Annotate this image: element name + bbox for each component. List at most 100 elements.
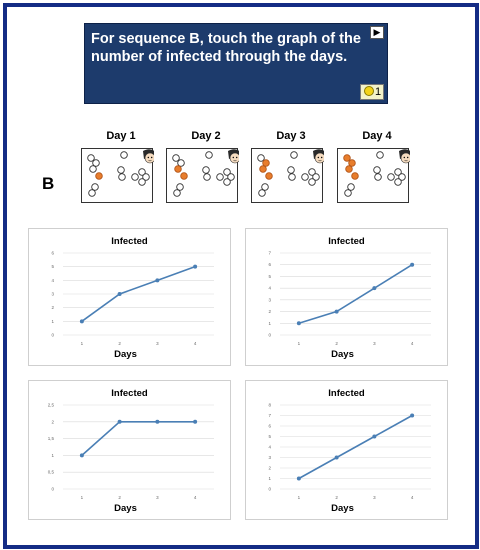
coin-counter[interactable]: 1 [360,84,384,100]
data-point [79,319,84,324]
healthy-person [308,168,316,176]
healthy-person [177,159,185,167]
sequence-label: B [42,174,55,193]
series-line [81,265,196,322]
data-point [372,434,377,439]
day-title: Day 2 [191,130,221,142]
data-point [193,419,198,424]
question-prompt: For sequence B, touch the graph of the n… [84,23,388,104]
y-tick-label: 1,5 [48,436,55,441]
y-tick-label: 8 [268,403,271,408]
healthy-person [308,178,316,186]
healthy-person [290,151,298,159]
y-tick-label: 5 [268,434,271,439]
healthy-person [387,173,395,181]
day-scene [251,148,324,203]
y-tick-label: 2 [268,309,271,314]
y-tick-label: 4 [51,278,54,283]
healthy-person [118,173,126,181]
healthy-person [202,166,210,174]
y-tick-label: 2,5 [48,403,55,408]
day-title: Day 3 [276,130,306,142]
data-point [410,413,415,418]
healthy-person [344,189,352,197]
healthy-person [138,178,146,186]
face-icon [399,149,410,164]
y-tick-label: 2 [268,466,271,471]
healthy-person [203,173,211,181]
healthy-person [117,166,125,174]
data-point [296,476,301,481]
data-point [193,264,198,269]
data-point [372,286,377,291]
x-axis-label: Days [114,503,137,514]
data-point [334,309,339,314]
chart-title: Infected [328,388,365,399]
day-2-panel: Day 2 [166,130,246,203]
day-title: Day 4 [362,130,392,142]
chart-title: Infected [111,236,148,247]
healthy-person [257,154,265,162]
y-tick-label: 2 [51,305,54,310]
x-tick-label: 1 [298,341,301,346]
question-text: For sequence B, touch the graph of the n… [91,31,361,65]
infected-person [259,165,267,173]
coin-count: 1 [375,86,382,98]
healthy-person [398,173,406,181]
healthy-person [258,189,266,197]
chart-title: Infected [328,236,365,247]
y-tick-label: 2 [51,419,54,424]
x-tick-label: 4 [194,341,197,346]
x-tick-label: 3 [373,495,376,500]
graph-option-3[interactable]: Infected 0 0,5 1 1,5 2 2,5 1 2 3 4 Days [28,380,231,520]
healthy-person [227,173,235,181]
coin-icon [364,86,374,96]
y-tick-label: 0 [268,333,271,338]
graph-option-1[interactable]: Infected 0 1 2 3 4 5 6 1 2 3 4 Days [28,228,231,366]
y-tick-label: 3 [51,292,54,297]
series-line [298,414,413,480]
y-tick-label: 6 [268,262,271,267]
healthy-person [223,168,231,176]
healthy-person [176,183,184,191]
series-line [298,264,413,325]
healthy-person [138,168,146,176]
day-1-panel: Day 1 [81,130,161,203]
data-point [117,292,122,296]
healthy-person [88,189,96,197]
healthy-person [131,173,139,181]
infected-person [95,172,103,180]
healthy-person [394,168,402,176]
x-tick-label: 1 [81,341,84,346]
healthy-person [394,178,402,186]
x-tick-label: 4 [411,495,414,500]
play-icon[interactable]: ▶ [370,26,384,39]
graph-option-4[interactable]: Infected 0 1 2 3 4 5 6 7 8 1 2 3 4 Days [245,380,448,520]
y-tick-label: 5 [268,274,271,279]
chart-title: Infected [111,388,148,399]
day-3-panel: Day 3 [251,130,331,203]
y-tick-label: 1 [51,319,54,324]
y-tick-label: 0,5 [48,470,55,475]
healthy-person [312,173,320,181]
x-tick-label: 2 [335,341,338,346]
infected-person [348,159,356,167]
y-tick-label: 6 [51,251,54,256]
graph-option-2[interactable]: Infected 0 1 2 3 4 5 6 7 1 2 3 4 Days [245,228,448,366]
day-scene [166,148,239,203]
healthy-person [261,183,269,191]
x-tick-label: 3 [156,495,159,500]
healthy-person [142,173,150,181]
y-tick-label: 0 [51,333,54,338]
healthy-person [373,166,381,174]
data-point [334,455,339,460]
healthy-person [120,151,128,159]
healthy-person [301,173,309,181]
data-point [79,453,84,458]
y-tick-label: 3 [268,297,271,302]
healthy-person [288,173,296,181]
infected-person [180,172,188,180]
infected-person [351,172,359,180]
x-tick-label: 2 [118,341,121,346]
data-point [155,278,160,283]
